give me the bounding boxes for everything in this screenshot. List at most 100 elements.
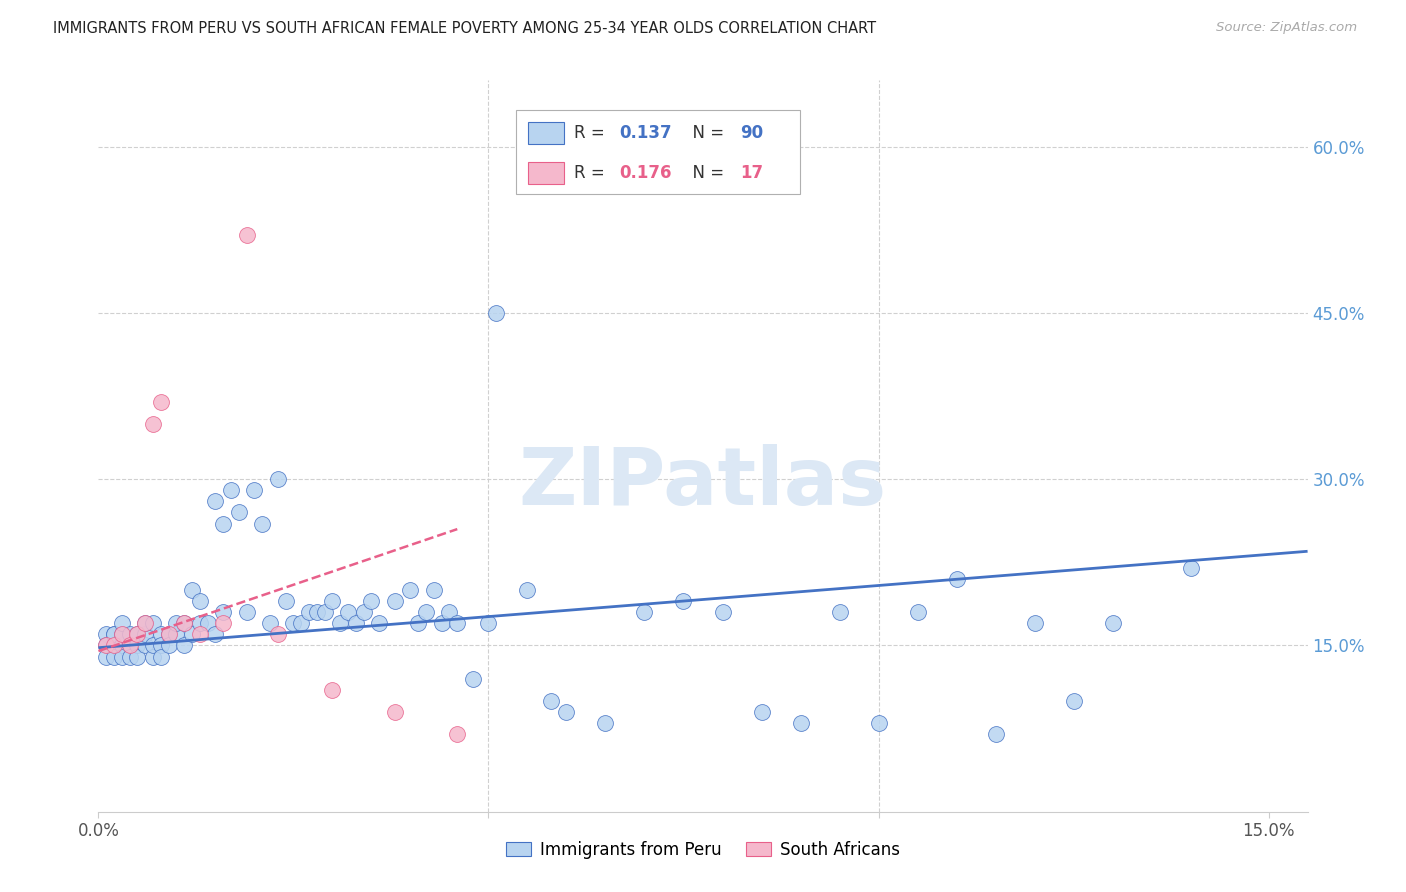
Point <box>204 627 226 641</box>
Point <box>314 605 336 619</box>
Point <box>384 705 406 719</box>
Point <box>406 616 429 631</box>
Point <box>290 616 312 631</box>
Point <box>96 639 118 653</box>
Point <box>540 694 562 708</box>
FancyBboxPatch shape <box>527 161 564 184</box>
Text: ZIPatlas: ZIPatlas <box>519 443 887 522</box>
Point <box>259 616 281 631</box>
Point <box>96 627 118 641</box>
Point <box>344 616 367 631</box>
Point <box>134 616 156 631</box>
Point <box>149 627 172 641</box>
Point <box>384 594 406 608</box>
Point <box>188 627 211 641</box>
Text: 17: 17 <box>741 163 763 182</box>
Point <box>204 494 226 508</box>
Point <box>173 616 195 631</box>
Point <box>157 627 180 641</box>
Point <box>181 627 204 641</box>
Point <box>149 639 172 653</box>
Point <box>907 605 929 619</box>
Point <box>984 727 1007 741</box>
Point <box>103 627 125 641</box>
Point <box>127 627 149 641</box>
Point <box>111 639 134 653</box>
Point <box>197 616 219 631</box>
Point <box>360 594 382 608</box>
Point <box>868 716 890 731</box>
Point <box>111 627 134 641</box>
Point <box>157 627 180 641</box>
Point <box>321 594 343 608</box>
Point <box>165 627 187 641</box>
Point <box>134 616 156 631</box>
Point <box>516 583 538 598</box>
Point <box>321 682 343 697</box>
Point <box>165 616 187 631</box>
Legend: Immigrants from Peru, South Africans: Immigrants from Peru, South Africans <box>499 834 907 865</box>
Point <box>368 616 391 631</box>
Text: R =: R = <box>574 163 610 182</box>
Point <box>415 605 437 619</box>
Text: 0.176: 0.176 <box>620 163 672 182</box>
Point <box>96 649 118 664</box>
Point <box>103 639 125 653</box>
Text: 90: 90 <box>741 124 763 142</box>
Point <box>127 639 149 653</box>
Point <box>337 605 360 619</box>
Point <box>111 616 134 631</box>
Point <box>212 605 235 619</box>
Point <box>118 639 141 653</box>
Point <box>111 627 134 641</box>
Point <box>329 616 352 631</box>
Point <box>283 616 305 631</box>
Point <box>439 605 461 619</box>
Point <box>127 627 149 641</box>
Point <box>149 394 172 409</box>
Point <box>423 583 446 598</box>
Point <box>595 716 617 731</box>
Point <box>789 716 811 731</box>
Point <box>212 516 235 531</box>
Point <box>142 616 165 631</box>
Point <box>485 306 508 320</box>
Point <box>142 417 165 431</box>
Point <box>945 572 967 586</box>
Point <box>828 605 851 619</box>
Point <box>430 616 453 631</box>
Text: 0.137: 0.137 <box>620 124 672 142</box>
Point <box>181 583 204 598</box>
Point <box>188 616 211 631</box>
Point <box>461 672 484 686</box>
Point <box>157 639 180 653</box>
FancyBboxPatch shape <box>516 110 800 194</box>
Point <box>118 627 141 641</box>
Point <box>477 616 499 631</box>
Text: R =: R = <box>574 124 610 142</box>
Text: IMMIGRANTS FROM PERU VS SOUTH AFRICAN FEMALE POVERTY AMONG 25-34 YEAR OLDS CORRE: IMMIGRANTS FROM PERU VS SOUTH AFRICAN FE… <box>53 21 876 36</box>
Point <box>134 627 156 641</box>
Point <box>134 639 156 653</box>
Point <box>235 228 257 243</box>
Point <box>103 627 125 641</box>
Text: Source: ZipAtlas.com: Source: ZipAtlas.com <box>1216 21 1357 34</box>
Point <box>118 639 141 653</box>
Point <box>173 639 195 653</box>
FancyBboxPatch shape <box>527 122 564 145</box>
Point <box>711 605 734 619</box>
Point <box>188 594 211 608</box>
Text: N =: N = <box>682 124 730 142</box>
Point <box>353 605 375 619</box>
Point <box>173 616 195 631</box>
Point <box>142 649 165 664</box>
Point <box>555 705 578 719</box>
Point <box>103 639 125 653</box>
Point <box>446 616 468 631</box>
Point <box>96 639 118 653</box>
Point <box>228 506 250 520</box>
Point <box>751 705 773 719</box>
Point <box>1101 616 1123 631</box>
Point <box>672 594 695 608</box>
Point <box>305 605 328 619</box>
